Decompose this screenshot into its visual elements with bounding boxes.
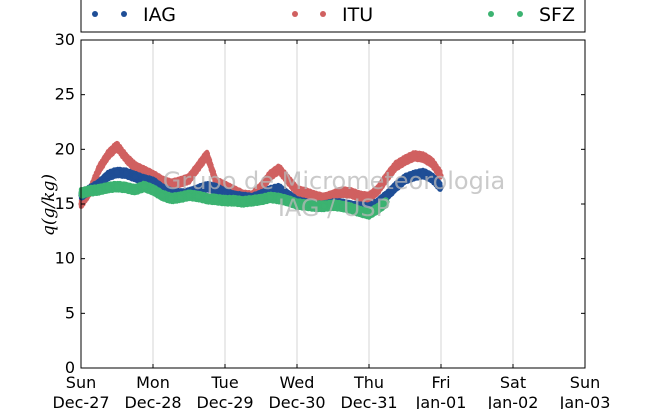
data-point bbox=[420, 154, 426, 160]
data-point bbox=[105, 152, 111, 158]
data-point bbox=[123, 155, 129, 161]
data-point bbox=[105, 173, 111, 179]
data-point bbox=[411, 153, 417, 159]
data-point bbox=[123, 170, 129, 176]
data-point bbox=[204, 152, 210, 158]
data-point bbox=[429, 159, 435, 166]
data-point bbox=[114, 169, 120, 175]
data-point bbox=[141, 168, 147, 174]
data-point bbox=[96, 166, 102, 172]
series-layer bbox=[78, 140, 444, 220]
data-point bbox=[402, 157, 408, 163]
data-point bbox=[114, 143, 120, 149]
data-point bbox=[132, 164, 138, 170]
data-point bbox=[132, 174, 138, 180]
